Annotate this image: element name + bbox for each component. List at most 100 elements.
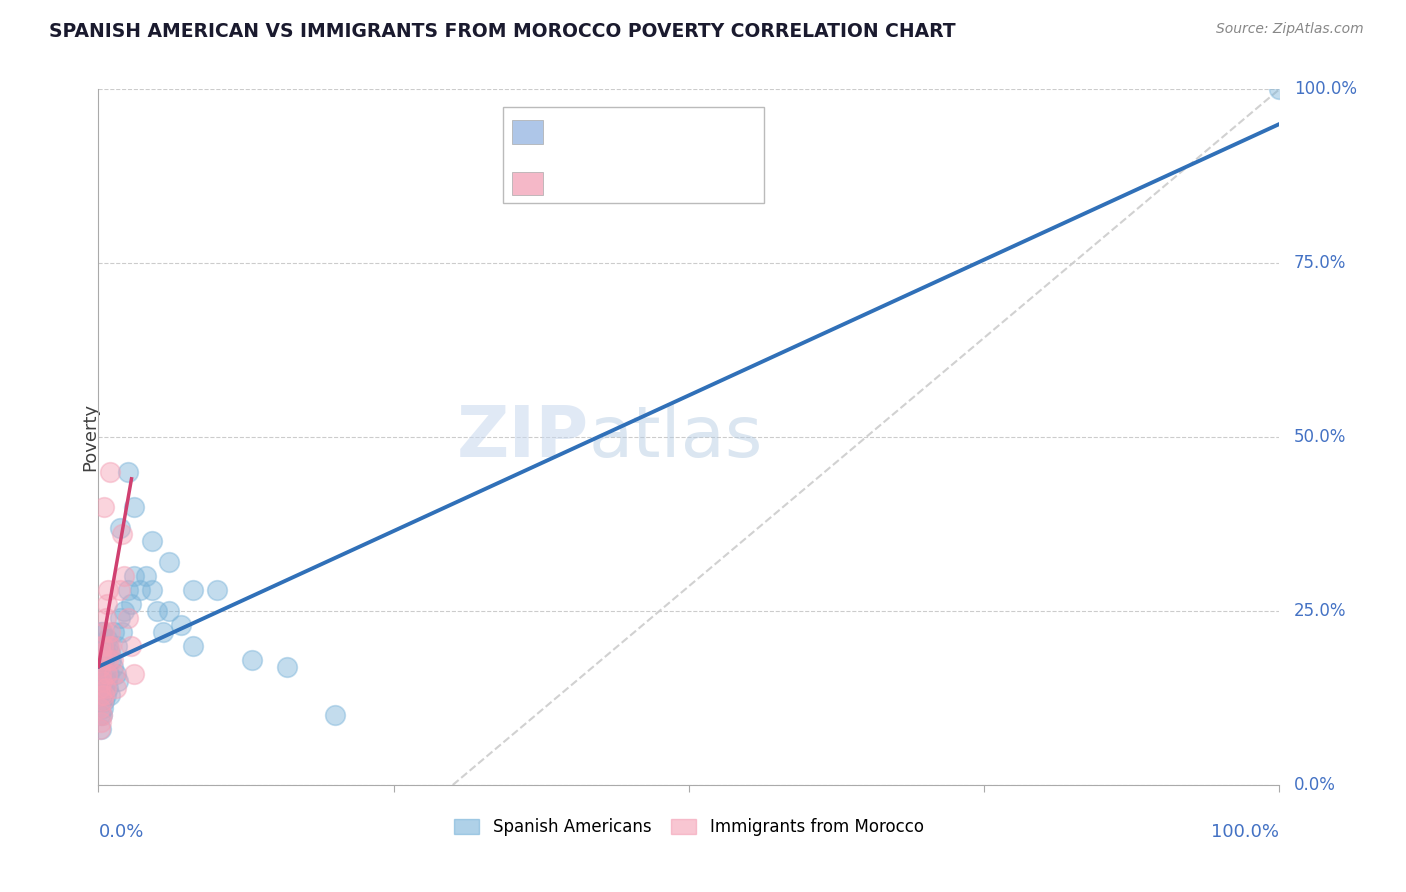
Text: R = 0.665   N = 58: R = 0.665 N = 58 [548, 123, 718, 141]
Point [89, 723, 111, 737]
Text: Source: ZipAtlas.com: Source: ZipAtlas.com [1216, 22, 1364, 37]
Point [323, 708, 346, 723]
Point [122, 666, 145, 681]
Point [141, 534, 163, 549]
Point [91, 708, 114, 723]
Point [91, 708, 114, 723]
Point [90, 646, 112, 660]
Point [157, 604, 180, 618]
Point [105, 639, 128, 653]
Point [117, 465, 139, 479]
Text: atlas: atlas [589, 402, 763, 472]
Point [141, 583, 163, 598]
Point [97, 681, 120, 695]
Point [98, 624, 121, 639]
Point [89, 688, 111, 702]
Point [89, 639, 111, 653]
Text: ZIP: ZIP [457, 402, 589, 472]
Point [96, 597, 118, 611]
Point [94, 611, 117, 625]
Point [276, 659, 298, 673]
Point [108, 520, 131, 534]
Point [96, 632, 118, 646]
Point [97, 583, 120, 598]
Point [98, 646, 121, 660]
Point [93, 653, 115, 667]
Point [111, 527, 134, 541]
Point [122, 500, 145, 514]
Point [98, 639, 121, 653]
Point [121, 639, 143, 653]
Point [91, 659, 114, 673]
Text: 0.0%: 0.0% [98, 823, 143, 841]
Point [89, 666, 111, 681]
Point [98, 465, 121, 479]
Point [89, 708, 111, 723]
Text: 100.0%: 100.0% [1212, 823, 1279, 841]
Point [89, 639, 111, 653]
Text: 100.0%: 100.0% [1294, 80, 1357, 98]
Point [122, 569, 145, 583]
Point [108, 611, 131, 625]
Y-axis label: Poverty: Poverty [82, 403, 98, 471]
Point [112, 569, 135, 583]
Point [96, 673, 118, 688]
Point [240, 653, 263, 667]
Point [93, 694, 115, 708]
Point [181, 639, 204, 653]
Point [94, 681, 117, 695]
Point [1268, 82, 1291, 96]
Text: R = 0.564   N = 36: R = 0.564 N = 36 [548, 175, 720, 193]
Point [91, 673, 114, 688]
Point [91, 639, 114, 653]
Point [117, 611, 139, 625]
Point [97, 653, 120, 667]
Point [91, 653, 114, 667]
Point [105, 681, 128, 695]
Point [91, 624, 114, 639]
Point [94, 688, 117, 702]
Point [146, 604, 169, 618]
Text: 25.0%: 25.0% [1294, 602, 1346, 620]
Point [97, 639, 120, 653]
Point [90, 673, 112, 688]
Point [89, 681, 111, 695]
Point [128, 583, 150, 598]
Point [93, 688, 115, 702]
Point [93, 500, 115, 514]
Point [205, 583, 228, 598]
Point [135, 569, 157, 583]
Point [117, 583, 139, 598]
Point [91, 639, 114, 653]
Point [108, 583, 131, 598]
Text: 0.0%: 0.0% [1294, 776, 1336, 794]
Point [94, 646, 117, 660]
Point [103, 666, 125, 681]
Point [90, 694, 112, 708]
Point [112, 604, 135, 618]
Point [170, 618, 193, 632]
Point [101, 659, 124, 673]
Point [89, 701, 111, 715]
Point [100, 639, 122, 653]
Point [105, 666, 128, 681]
Point [90, 666, 112, 681]
Point [121, 597, 143, 611]
Point [103, 624, 125, 639]
Point [90, 688, 112, 702]
Point [181, 583, 204, 598]
Point [100, 653, 122, 667]
Point [98, 688, 121, 702]
Point [91, 673, 114, 688]
Point [91, 681, 114, 695]
Point [107, 673, 129, 688]
Point [157, 555, 180, 569]
Point [90, 715, 112, 730]
Point [101, 653, 124, 667]
Point [89, 659, 111, 673]
Point [96, 666, 118, 681]
Point [90, 624, 112, 639]
Point [90, 723, 112, 737]
Point [98, 666, 121, 681]
Text: 50.0%: 50.0% [1294, 428, 1346, 446]
